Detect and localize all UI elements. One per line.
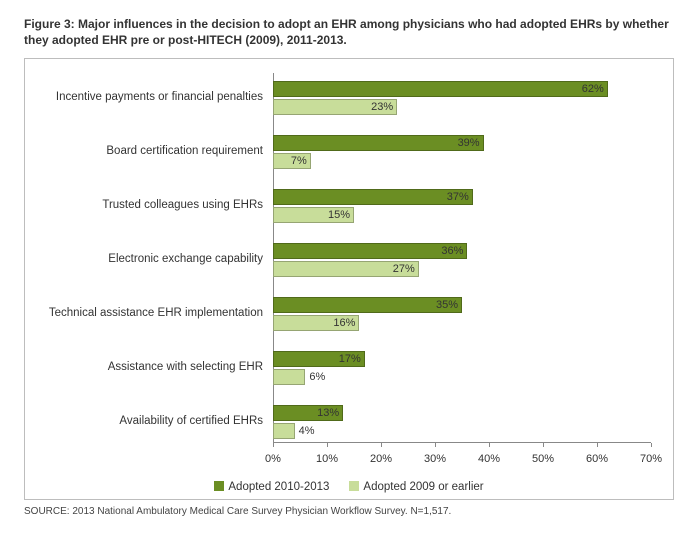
x-tick bbox=[273, 443, 274, 447]
legend-label: Adopted 2010-2013 bbox=[228, 481, 329, 493]
x-tick bbox=[597, 443, 598, 447]
bar bbox=[273, 297, 462, 313]
x-tick bbox=[489, 443, 490, 447]
bar-value-label: 15% bbox=[328, 209, 350, 221]
legend-label: Adopted 2009 or earlier bbox=[363, 481, 483, 493]
legend-item: Adopted 2010-2013 bbox=[214, 481, 329, 493]
bar bbox=[273, 369, 305, 385]
bar-value-label: 39% bbox=[458, 137, 480, 149]
bar-group: Availability of certified EHRs 13%4% bbox=[47, 405, 651, 439]
x-tick-label: 50% bbox=[532, 453, 554, 465]
bar-group: Technical assistance EHR implementation 3… bbox=[47, 297, 651, 331]
bar-value-label: 4% bbox=[299, 425, 315, 437]
category-label: Availability of certified EHRs bbox=[47, 415, 263, 429]
legend-swatch bbox=[349, 481, 359, 491]
bar-value-label: 36% bbox=[441, 245, 463, 257]
bar-value-label: 37% bbox=[447, 191, 469, 203]
bar-chart: 0%10%20%30%40%50%60%70%Incentive payment… bbox=[47, 73, 651, 479]
figure-title: Figure 3: Major influences in the decisi… bbox=[24, 16, 674, 48]
legend: Adopted 2010-2013 Adopted 2009 or earlier bbox=[47, 481, 651, 493]
x-tick-label: 0% bbox=[265, 453, 281, 465]
x-tick bbox=[327, 443, 328, 447]
category-label: Incentive payments or financial penaltie… bbox=[47, 91, 263, 105]
bar-value-label: 27% bbox=[393, 263, 415, 275]
bar-value-label: 23% bbox=[371, 101, 393, 113]
x-tick-label: 30% bbox=[424, 453, 446, 465]
bar-group: Trusted colleagues using EHRs 37% 15% bbox=[47, 189, 651, 223]
bar-value-label: 35% bbox=[436, 299, 458, 311]
x-tick-label: 70% bbox=[640, 453, 662, 465]
bar bbox=[273, 243, 467, 259]
bar-group: Board certification requirement 39% 7% bbox=[47, 135, 651, 169]
x-tick bbox=[651, 443, 652, 447]
x-tick-label: 20% bbox=[370, 453, 392, 465]
bar-group: Assistance with selecting EHR 17% 6% bbox=[47, 351, 651, 385]
category-label: Assistance with selecting EHR bbox=[47, 361, 263, 375]
bar-value-label: 62% bbox=[582, 83, 604, 95]
x-tick bbox=[381, 443, 382, 447]
x-tick bbox=[543, 443, 544, 447]
bar-group: Incentive payments or financial penaltie… bbox=[47, 81, 651, 115]
legend-item: Adopted 2009 or earlier bbox=[349, 481, 483, 493]
x-tick-label: 40% bbox=[478, 453, 500, 465]
legend-swatch bbox=[214, 481, 224, 491]
chart-frame: 0% 10% 20% 30% 40% 50% 60% 70% Incentive payment… bbox=[24, 58, 674, 500]
bar-value-label: 17% bbox=[339, 353, 361, 365]
x-tick-label: 60% bbox=[586, 453, 608, 465]
x-axis bbox=[273, 442, 651, 443]
bar-value-label: 7% bbox=[291, 155, 307, 167]
bar bbox=[273, 189, 473, 205]
bar-value-label: 6% bbox=[309, 371, 325, 383]
bar bbox=[273, 135, 484, 151]
bar-value-label: 16% bbox=[333, 317, 355, 329]
category-label: Electronic exchange capability bbox=[47, 253, 263, 267]
bar bbox=[273, 81, 608, 97]
category-label: Board certification requirement bbox=[47, 145, 263, 159]
category-label: Technical assistance EHR implementation bbox=[47, 307, 263, 321]
bar-group: Electronic exchange capability 36% 27% bbox=[47, 243, 651, 277]
bar-value-label: 13% bbox=[317, 407, 339, 419]
x-tick-label: 10% bbox=[316, 453, 338, 465]
source-note: SOURCE: 2013 National Ambulatory Medical… bbox=[24, 506, 674, 517]
category-label: Trusted colleagues using EHRs bbox=[47, 199, 263, 213]
bar bbox=[273, 423, 295, 439]
x-tick bbox=[435, 443, 436, 447]
